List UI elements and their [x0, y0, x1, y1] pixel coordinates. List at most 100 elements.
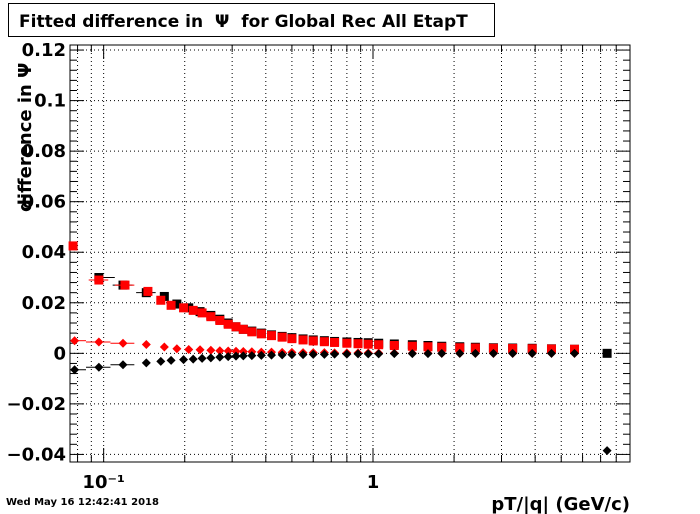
y-tick-label: 0.1	[34, 91, 66, 112]
data-point	[166, 355, 176, 365]
chart-title-box: Fitted difference in Ψ for Global Rec Al…	[8, 3, 495, 37]
data-point	[602, 446, 612, 456]
data-point	[488, 348, 498, 358]
data-point	[195, 345, 205, 355]
data-point	[70, 336, 80, 346]
data-point	[437, 348, 447, 358]
data-point	[455, 348, 465, 358]
data-point	[353, 339, 363, 349]
data-point	[256, 350, 266, 360]
data-point	[68, 241, 78, 251]
data-point	[455, 343, 465, 353]
data-point	[141, 339, 151, 349]
data-point	[308, 336, 318, 346]
series-3	[70, 348, 612, 456]
data-point	[238, 351, 248, 361]
x-tick-label: 1	[367, 472, 380, 493]
data-point	[374, 340, 384, 350]
axis-ticks	[70, 45, 631, 462]
y-tick-label: 0.04	[22, 242, 66, 263]
data-point	[602, 348, 612, 358]
data-point	[179, 355, 189, 365]
data-point	[267, 331, 277, 341]
grid-lines	[70, 45, 631, 462]
data-point	[118, 360, 128, 370]
data-point	[389, 349, 399, 359]
data-point	[166, 300, 176, 310]
data-point	[256, 329, 266, 339]
data-point	[197, 353, 207, 363]
y-tick-label: −0.04	[7, 444, 67, 465]
data-point	[330, 349, 340, 359]
data-point	[277, 332, 287, 342]
data-point	[407, 349, 417, 359]
data-point	[206, 345, 216, 355]
data-point	[223, 346, 233, 356]
y-tick-label: 0.02	[22, 293, 66, 314]
data-point	[247, 351, 257, 361]
data-point	[363, 349, 373, 359]
series-1	[68, 241, 580, 354]
data-point	[342, 338, 352, 348]
data-point	[363, 339, 373, 349]
data-point	[188, 354, 198, 364]
data-point	[143, 286, 153, 296]
data-point	[423, 349, 433, 359]
data-point	[94, 337, 104, 347]
data-point	[527, 348, 537, 358]
data-point	[184, 345, 194, 355]
data-point	[546, 348, 556, 358]
data-point	[470, 348, 480, 358]
data-point	[231, 322, 241, 332]
data-point	[470, 343, 480, 353]
data-point	[159, 342, 169, 352]
y-tick-label: −0.02	[7, 394, 67, 415]
data-point	[223, 352, 233, 362]
data-point	[231, 351, 241, 361]
data-point	[342, 349, 352, 359]
data-point	[94, 275, 104, 285]
data-point	[389, 340, 399, 350]
data-point	[437, 342, 447, 352]
data-marks	[68, 241, 612, 456]
data-point	[319, 349, 329, 359]
data-point	[172, 344, 182, 354]
data-point	[141, 358, 151, 368]
x-tick-label: 10⁻¹	[82, 472, 124, 493]
data-point	[120, 280, 130, 290]
data-point	[215, 346, 225, 356]
data-point	[215, 352, 225, 362]
y-tick-label: 0.08	[22, 141, 66, 162]
data-point	[179, 303, 189, 313]
y-tick-label: 0.06	[22, 192, 66, 213]
data-point	[407, 341, 417, 351]
chart-title: Fitted difference in Ψ for Global Rec Al…	[19, 12, 468, 32]
data-point	[330, 337, 340, 347]
data-point	[267, 350, 277, 360]
data-point	[197, 308, 207, 318]
data-point	[172, 299, 182, 309]
data-point	[308, 349, 318, 359]
data-point	[527, 344, 537, 354]
data-point	[277, 350, 287, 360]
tick-labels: −0.04 −0.02 0 0.02 0.04 0.06 0.08 0.1 0.12 10⁻¹ 1	[7, 40, 380, 493]
data-point	[508, 344, 518, 354]
data-point	[223, 319, 233, 329]
data-point	[188, 305, 198, 315]
data-point	[70, 365, 80, 375]
data-point	[238, 324, 248, 334]
data-point	[570, 348, 580, 358]
data-point	[231, 346, 241, 356]
data-point	[156, 295, 166, 305]
data-point	[206, 312, 216, 322]
y-tick-label: 0	[53, 343, 66, 364]
data-point	[319, 337, 329, 347]
data-point	[423, 342, 433, 352]
data-point	[215, 315, 225, 325]
data-point	[118, 338, 128, 348]
data-point	[287, 350, 297, 360]
data-point	[206, 353, 216, 363]
data-point	[156, 356, 166, 366]
x-axis-label: pT/|q| (GeV/c)	[491, 494, 630, 514]
